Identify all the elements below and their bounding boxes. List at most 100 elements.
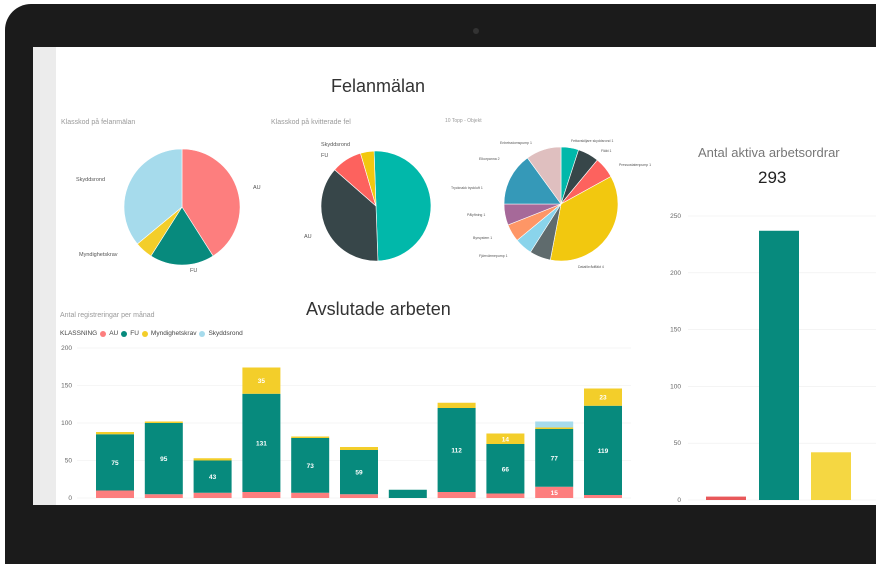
data-label-myndighetskrav-9: 14 xyxy=(502,436,510,443)
legend-myndighetskrav[interactable]: Myndighetskrav xyxy=(150,330,197,337)
pie2-label-skyddsrond: Skyddsrond xyxy=(321,142,351,148)
pie3-label-1: Fläkt 1 xyxy=(601,149,612,153)
pie1-label-fu: FU xyxy=(190,268,198,274)
bar-skyddsrond-10[interactable] xyxy=(535,421,574,428)
kpi-bar-fu[interactable] xyxy=(759,230,799,500)
stacked-bar-chart[interactable]: 200 150 100 50 0 75 95 43 131 35 73 59 112 66 14 15 77 11… xyxy=(33,47,631,502)
legend-au[interactable]: AU xyxy=(109,330,119,337)
pie2-slice-3[interactable] xyxy=(360,150,377,207)
bar-fu-7[interactable] xyxy=(388,489,427,498)
legend-dot-au xyxy=(100,330,107,337)
data-label-fu-10: 77 xyxy=(551,455,559,462)
pie3-label-4: Fjärrvärmepump 1 xyxy=(479,254,508,258)
bar-au-1[interactable] xyxy=(96,490,134,499)
bar-myndighetskrav-10[interactable] xyxy=(535,427,574,430)
kpi-bar-myndighetskrav[interactable] xyxy=(811,452,851,500)
pie3-label-9: Enhetsstomspump 1 xyxy=(500,141,532,145)
data-label-fu-8: 112 xyxy=(451,448,462,455)
pie3-label-2: Pressostatenpump 1 xyxy=(619,163,652,167)
bar-myndighetskrav-8[interactable] xyxy=(437,402,476,408)
pie3-slice-9[interactable] xyxy=(527,146,562,205)
pie-chart-topp-objekt[interactable] xyxy=(503,146,619,262)
section-title-avslutade: Avslutade arbeten xyxy=(306,299,451,319)
pie1-label-skyddsrond: Skyddsrond xyxy=(76,177,106,183)
legend-dot-fu xyxy=(121,330,128,337)
bar-fu-4[interactable] xyxy=(242,393,281,492)
bar-au-6[interactable] xyxy=(340,494,378,498)
bar-fu-9[interactable] xyxy=(486,444,525,494)
kpi-ytick: 0 xyxy=(677,497,681,504)
bar-au-11[interactable] xyxy=(584,495,622,498)
section-title-felanmalan: Felanmälan xyxy=(331,76,426,96)
bar-au-8[interactable] xyxy=(437,492,476,498)
data-label-fu-2: 95 xyxy=(160,456,168,463)
bar-myndighetskrav-1[interactable] xyxy=(96,432,134,435)
camera-icon xyxy=(473,28,479,34)
chart-title: Antal registreringar per månad xyxy=(60,312,155,319)
kpi-ytick: 250 xyxy=(670,213,681,220)
bar-fu-3[interactable] xyxy=(193,460,232,493)
bar-fu-2[interactable] xyxy=(144,423,183,495)
kpi-bar-chart[interactable]: 250 200 150 100 50 0 xyxy=(33,47,876,504)
bar-myndighetskrav-5[interactable] xyxy=(291,436,330,439)
pie2-slice-0[interactable] xyxy=(373,150,432,262)
kpi-ytick: 100 xyxy=(670,383,681,390)
bar-myndighetskrav-3[interactable] xyxy=(193,458,232,461)
pie1-subtitle: Klasskod på felanmälan xyxy=(61,119,136,126)
data-label-fu-5: 73 xyxy=(307,463,315,470)
bar-au-9[interactable] xyxy=(486,493,525,499)
kpi-ytick: 200 xyxy=(670,270,681,277)
bar-fu-10[interactable] xyxy=(535,429,574,487)
kpi-bar-au[interactable] xyxy=(706,496,746,500)
bar-fu-6[interactable] xyxy=(340,450,378,495)
pie3-label-5: Byrsystem 1 xyxy=(473,236,493,240)
legend-fu[interactable]: FU xyxy=(130,330,139,337)
bar-au-3[interactable] xyxy=(193,492,232,498)
pie2-label-fu: FU xyxy=(321,153,329,159)
ytick-label: 150 xyxy=(61,383,72,390)
bar-myndighetskrav-11[interactable] xyxy=(584,388,622,406)
data-label-fu-6: 59 xyxy=(355,470,363,477)
pie-chart-klasskod[interactable] xyxy=(123,148,241,266)
bar-fu-11[interactable] xyxy=(584,405,622,495)
pie2-slice-1[interactable] xyxy=(320,169,379,262)
kpi-value: 293 xyxy=(758,168,787,187)
pie-chart-kvitterade[interactable] xyxy=(320,150,432,262)
legend-dot-skyddsrond xyxy=(199,330,206,337)
pie3-subtitle: 10 Topp - Objekt xyxy=(445,118,482,124)
pie1-slice-1[interactable] xyxy=(150,206,214,266)
legend-dot-myndighetskrav xyxy=(141,330,148,337)
ytick-label: 50 xyxy=(65,458,73,465)
bar-myndighetskrav-9[interactable] xyxy=(486,433,525,445)
ytick-label: 100 xyxy=(61,420,72,427)
data-label-fu-3: 43 xyxy=(209,474,217,481)
data-label-fu-1: 75 xyxy=(111,460,119,467)
bar-myndighetskrav-4[interactable] xyxy=(242,367,281,394)
bar-au-10[interactable] xyxy=(535,486,574,498)
bar-fu-8[interactable] xyxy=(437,408,476,492)
bar-au-2[interactable] xyxy=(144,494,183,498)
pie3-slice-8[interactable] xyxy=(503,157,562,205)
pie2-label-au: AU xyxy=(304,234,312,240)
pie3-label-7: Trycknakk tryckluft 1 xyxy=(451,186,483,190)
pie3-slice-3[interactable] xyxy=(549,176,619,262)
kpi-ytick: 150 xyxy=(670,327,681,334)
bar-myndighetskrav-6[interactable] xyxy=(340,447,378,450)
data-label-myndighetskrav-11: 23 xyxy=(599,395,607,402)
bar-fu-5[interactable] xyxy=(291,438,330,493)
bar-au-4[interactable] xyxy=(242,492,281,498)
bar-au-5[interactable] xyxy=(291,492,330,498)
kpi-ytick: 50 xyxy=(674,440,682,447)
pie1-slice-3[interactable] xyxy=(123,148,183,245)
pie3-label-6: Pålyftning 1 xyxy=(467,213,486,217)
ytick-label: 200 xyxy=(61,345,72,352)
data-label-myndighetskrav-4: 35 xyxy=(258,378,266,385)
bar-myndighetskrav-2[interactable] xyxy=(144,421,183,424)
legend-skyddsrond[interactable]: Skyddsrond xyxy=(208,330,243,337)
data-label-fu-11: 119 xyxy=(598,448,609,455)
pie1-label-au: AU xyxy=(253,185,261,191)
bar-fu-1[interactable] xyxy=(96,434,134,491)
pie1-slice-0[interactable] xyxy=(181,148,241,257)
kpi-title: Antal aktiva arbetsordrar xyxy=(698,145,840,160)
data-label-au-10: 15 xyxy=(551,490,559,497)
